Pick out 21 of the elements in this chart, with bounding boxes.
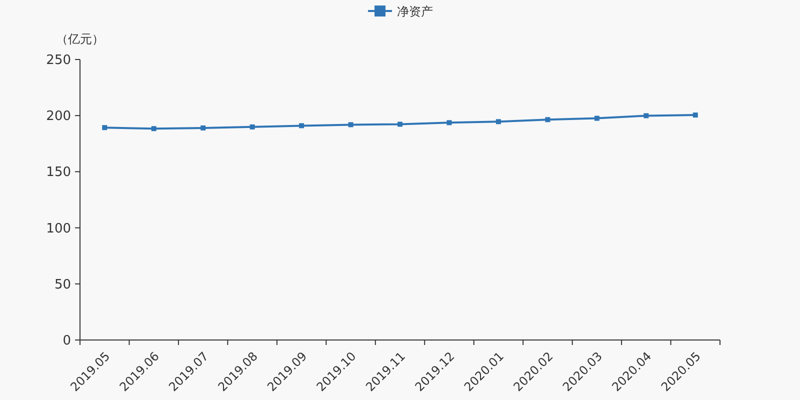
point — [200, 125, 206, 130]
point — [151, 126, 156, 132]
y-tick-label: 100 — [46, 221, 71, 236]
legend-label: 净资产 — [397, 4, 433, 18]
point — [644, 113, 649, 118]
point — [299, 123, 304, 128]
point — [496, 119, 501, 124]
y-tick-label: 200 — [46, 109, 71, 124]
y-tick-label: 250 — [46, 53, 71, 68]
y-tick-label: 0 — [62, 334, 71, 348]
point — [398, 122, 402, 127]
point — [446, 120, 452, 126]
point — [594, 116, 600, 121]
point — [545, 117, 550, 122]
point — [250, 124, 255, 130]
y-axis-title: （亿元） — [56, 32, 104, 46]
point — [692, 112, 698, 118]
y-tick-label: 50 — [54, 277, 71, 292]
y-tick-label: 150 — [46, 165, 71, 180]
point — [348, 122, 354, 128]
point — [102, 125, 108, 130]
